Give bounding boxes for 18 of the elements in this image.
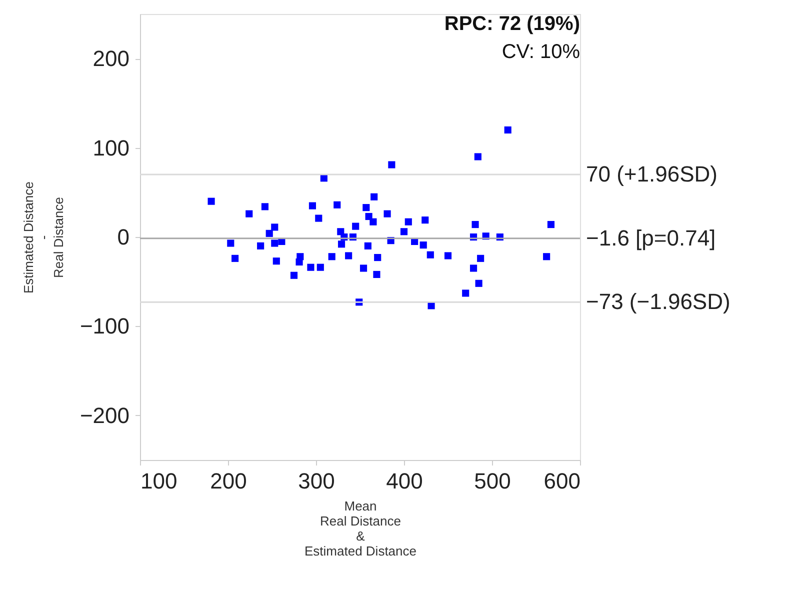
x-tick-label: 100 [140,468,178,494]
annotation: RPC: 72 (19%) [444,13,580,35]
ref-line-label: −73 (−1.96SD) [586,289,730,314]
x-tick-label: 300 [298,468,335,494]
x-tick-label: 500 [474,468,511,494]
ref-line-label: 70 (+1.96SD) [586,162,718,187]
x-tick-label: 200 [210,468,247,494]
x-tick-label: 600 [544,468,580,494]
y-tick-label: −200 [80,402,130,428]
y-tick-label: 100 [92,135,130,160]
y-axis-title: Estimated Distance - Real Distance [20,182,66,294]
x-tick-label: 400 [386,468,423,494]
y-tick-label: −100 [80,314,130,339]
ref-line-label: −1.6 [p=0.74] [586,225,716,250]
annotation: CV: 10% [502,41,580,63]
x-axis-title: Mean Real Distance & Estimated Distance [304,498,416,558]
y-tick-label: 200 [92,46,130,72]
y-tick-label: 0 [117,224,130,250]
